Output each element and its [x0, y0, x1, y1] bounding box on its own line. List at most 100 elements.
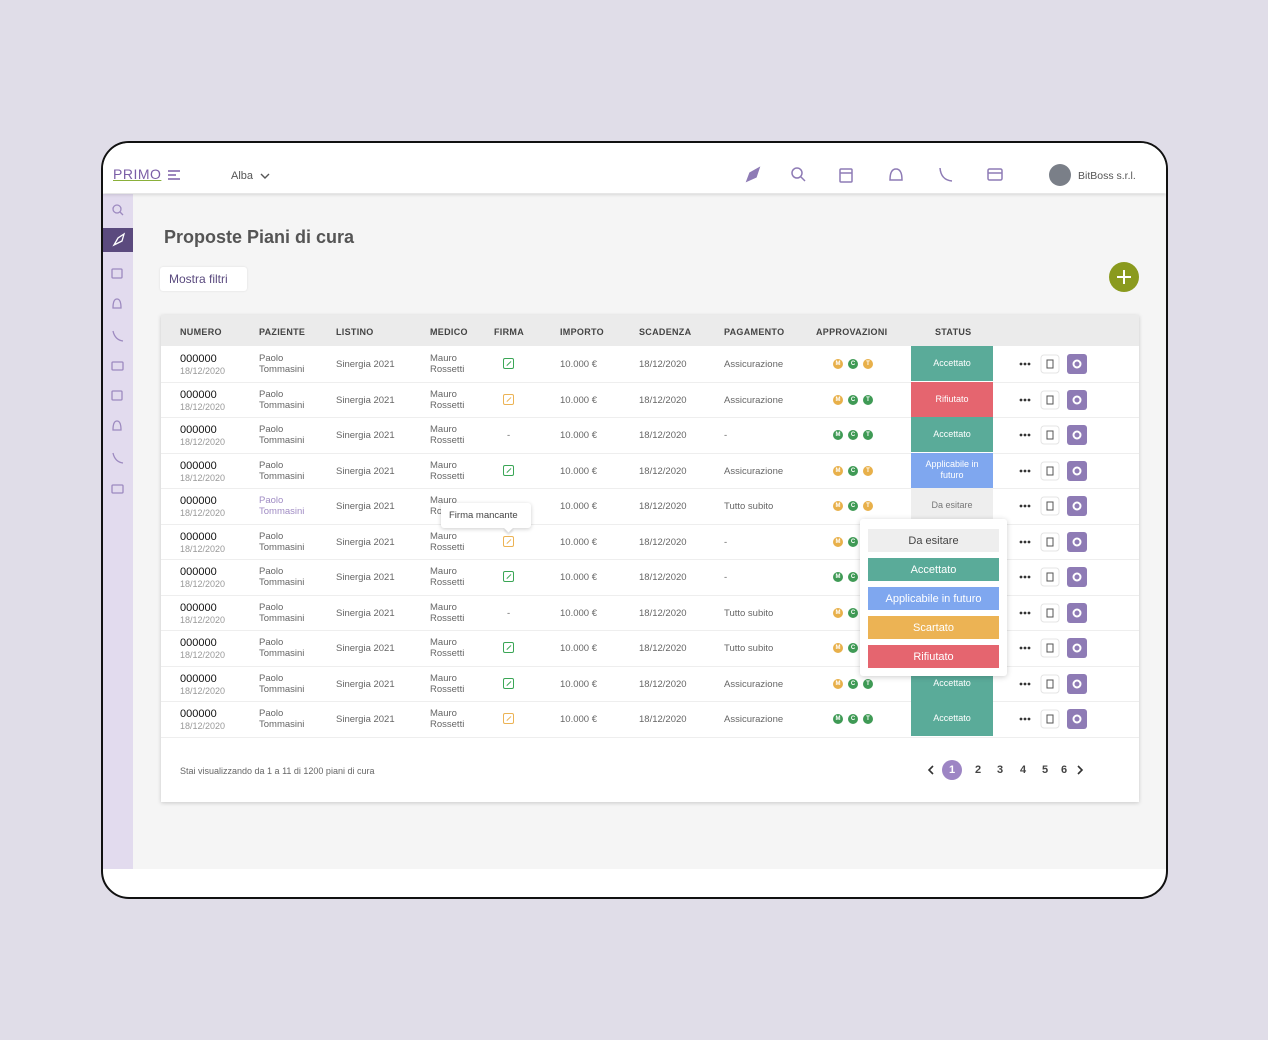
bell-icon[interactable] [112, 420, 122, 431]
status-badge[interactable]: Accettato [911, 701, 993, 736]
row-actions[interactable] [1017, 389, 1097, 410]
table-header [161, 315, 1139, 346]
paziente[interactable]: Paolo Tommasini [259, 708, 305, 730]
menu-icon[interactable] [167, 169, 183, 181]
paziente[interactable]: Paolo Tommasini [259, 388, 305, 411]
data: 18/12/2020 [180, 508, 226, 518]
listino: Sinergia 2021 [336, 465, 395, 477]
approval-badge: C [848, 572, 858, 582]
paziente[interactable]: Paolo Tommasini [259, 495, 305, 517]
row-actions[interactable] [1017, 709, 1097, 729]
add-button[interactable] [1108, 261, 1140, 293]
row-actions[interactable] [1017, 567, 1097, 587]
paziente[interactable]: Paolo Tommasini [259, 566, 305, 588]
calendar-icon[interactable] [839, 168, 853, 183]
card-icon[interactable] [111, 361, 124, 371]
rocket-icon[interactable] [745, 166, 761, 183]
row-actions[interactable] [1017, 531, 1097, 552]
card-icon[interactable] [987, 168, 1003, 181]
numero: 000000 [180, 459, 217, 472]
scadenza: 18/12/2020 [639, 536, 687, 548]
firma-icon[interactable] [503, 713, 514, 724]
status-badge[interactable]: Accettato [911, 346, 993, 381]
firma-icon[interactable] [503, 464, 514, 476]
active-item[interactable] [103, 228, 133, 252]
paziente[interactable]: Paolo Tommasini [259, 353, 305, 375]
row-actions[interactable] [1017, 354, 1097, 374]
scadenza: 18/12/2020 [639, 501, 687, 512]
rocket-icon [112, 232, 126, 247]
filter-button[interactable]: Mostra filtri [160, 267, 247, 291]
status-option[interactable]: Da esitare [868, 529, 999, 552]
importo: 10.000 € [560, 394, 597, 406]
page-number[interactable]: 2 [974, 764, 982, 776]
medico: Mauro Rossetti [430, 530, 465, 553]
pagination-arrows[interactable] [924, 760, 1094, 780]
pagamento: Tutto subito [724, 607, 774, 619]
status-option[interactable]: Accettato [868, 558, 999, 581]
paziente[interactable]: Paolo Tommasini [259, 530, 305, 553]
row-actions[interactable] [1017, 496, 1097, 516]
row-actions[interactable] [1017, 638, 1097, 658]
avatar[interactable] [1049, 164, 1071, 186]
calendar-icon[interactable] [111, 390, 123, 401]
status-option[interactable]: Applicabile in futuro [868, 587, 999, 610]
status-option[interactable]: Scartato [868, 616, 999, 639]
firma-icon[interactable] [503, 393, 514, 405]
medico: Mauro Rossetti [430, 388, 465, 411]
status-badge[interactable]: Rifiutato [911, 381, 993, 417]
column-header: FIRMA [494, 327, 524, 337]
search-icon[interactable] [791, 167, 803, 179]
paziente[interactable]: Paolo Tommasini [259, 637, 305, 659]
row-divider [161, 452, 1139, 454]
firma-icon[interactable] [503, 677, 514, 689]
pagamento: - [724, 536, 728, 548]
firma-icon[interactable] [503, 642, 514, 653]
filter-button-label[interactable]: Mostra filtri [169, 272, 228, 286]
approval-badge: T [863, 501, 873, 511]
location-select[interactable]: Alba [231, 170, 254, 182]
status-badge[interactable]: Applicabile in futuro [911, 452, 993, 488]
importo: 10.000 € [560, 607, 597, 619]
approval-badge: C [848, 643, 858, 653]
page-number[interactable]: 1 [942, 760, 962, 780]
paziente[interactable]: Paolo Tommasini [259, 672, 305, 695]
pagamento: Tutto subito [724, 643, 774, 654]
page-number[interactable]: 5 [1041, 764, 1049, 776]
row-actions[interactable] [1017, 460, 1097, 481]
paziente[interactable]: Paolo Tommasini [259, 424, 305, 446]
row-actions[interactable] [1017, 602, 1097, 623]
row-actions[interactable] [1017, 673, 1097, 694]
user-name[interactable]: BitBoss s.r.l. [1078, 170, 1136, 182]
card-icon[interactable] [111, 484, 124, 494]
approval-badge: M [833, 465, 843, 476]
search-icon[interactable] [112, 204, 122, 214]
phone-icon[interactable] [112, 330, 124, 342]
row-divider [161, 559, 1139, 560]
status-badge[interactable]: Da esitare [911, 488, 993, 523]
page-number[interactable]: 3 [996, 764, 1004, 776]
bell-icon[interactable] [112, 298, 122, 309]
approval-badge: M [833, 714, 843, 724]
logo[interactable]: PRIMO [113, 166, 162, 182]
page-number[interactable]: 6 [1060, 764, 1068, 776]
phone-icon[interactable] [112, 452, 124, 464]
bell-icon[interactable] [889, 168, 903, 181]
phone-icon[interactable] [939, 167, 953, 182]
page-number[interactable]: 4 [1019, 764, 1027, 776]
firma-icon[interactable] [503, 358, 514, 369]
paziente[interactable]: Paolo Tommasini [259, 459, 305, 482]
status-badge[interactable]: Accettato [911, 417, 993, 452]
row-actions[interactable] [1017, 425, 1097, 445]
firma-icon[interactable] [503, 535, 514, 547]
scadenza: 18/12/2020 [639, 678, 687, 690]
calendar-icon[interactable] [111, 268, 123, 279]
firma-icon[interactable] [503, 571, 514, 582]
medico: Mauro Rossetti [430, 708, 465, 730]
paziente[interactable]: Paolo Tommasini [259, 601, 305, 624]
data: 18/12/2020 [180, 579, 226, 589]
approval-badge: C [848, 607, 858, 618]
status-option[interactable]: Rifiutato [868, 645, 999, 668]
listino: Sinergia 2021 [336, 501, 395, 512]
chevron-icon[interactable] [259, 172, 271, 182]
